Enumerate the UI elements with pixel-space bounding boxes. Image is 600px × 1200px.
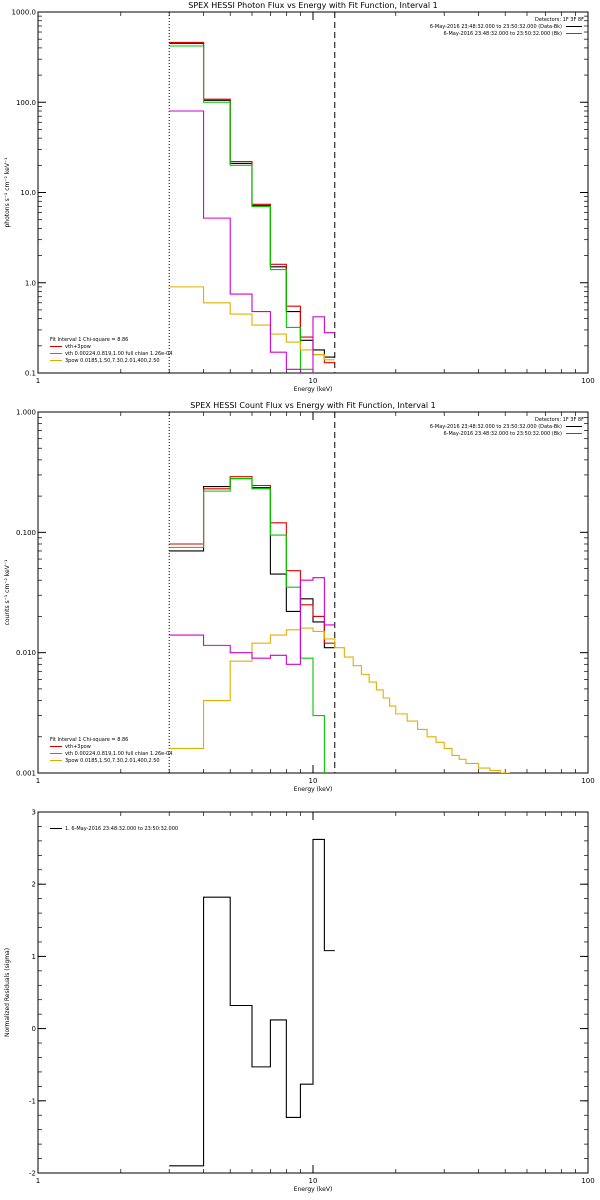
x-tick-label: 100 (581, 1177, 594, 1185)
y-tick-label: 0.1 (25, 370, 36, 378)
series-bk (169, 110, 335, 373)
legend-fit-header: Fit Interval 1 Chi-square = 8.86 (50, 737, 128, 743)
legend-top-entry: 6-May-2016 23:48:32.000 to 23:50:32.000 … (430, 24, 562, 30)
legend-detectors: Detectors: 1F 3F 8F (535, 17, 584, 23)
chart-panel-2: SPEX HESSI Count Flux vs Energy with Fit… (4, 401, 595, 793)
x-tick-label: 1 (36, 777, 40, 785)
series-group (169, 838, 335, 1167)
x-axis-label: Energy (keV) (294, 786, 333, 793)
series-data-bk (169, 42, 335, 358)
x-axis-label: Energy (keV) (294, 386, 333, 393)
series-vth (169, 45, 314, 373)
chart-panel-3: Energy (keV) Normalized Residuals (sigma)… (4, 809, 595, 1194)
y-tick-label: -2 (29, 1170, 36, 1178)
y-axis-label: photons s⁻¹ cm⁻² keV⁻¹ (4, 157, 11, 228)
y-tick-label: 10.0 (20, 189, 36, 197)
legend-fit-header: Fit Interval 1 Chi-square = 8.86 (50, 337, 128, 343)
x-tick-label: 100 (581, 777, 594, 785)
x-tick-label: 10 (309, 377, 318, 385)
series-1-6-may-2016-23-48-32-000-to-23-50-32-000 (169, 838, 335, 1167)
y-tick-label: 1000.0 (12, 9, 37, 17)
y-tick-label: 0 (32, 1025, 36, 1033)
series-bk (169, 577, 335, 665)
legend-fit-entry: vth+3pow (65, 744, 91, 750)
legend-detectors: Detectors: 1F 3F 8F (535, 417, 584, 423)
y-axis-label: Normalized Residuals (sigma) (4, 948, 11, 1037)
plot-frame (37, 411, 589, 774)
y-tick-label: 1.0 (25, 279, 36, 287)
chart-panel-1: SPEX HESSI Photon Flux vs Energy with Fi… (4, 1, 595, 393)
y-tick-label: 3 (32, 809, 36, 817)
series-vth-3pow (169, 476, 335, 644)
legend-fit-entry: 3pow 0.0185,1.50,7.30,2.01,400,2.50 (65, 758, 160, 764)
x-tick-label: 100 (581, 377, 594, 385)
x-tick-label: 10 (309, 777, 318, 785)
legend-fit-entry: vth+3pow (65, 344, 91, 350)
x-tick-label: 10 (309, 1177, 318, 1185)
legend-top-entry: 6-May-2016 23:48:32.000 to 23:50:32.000 … (443, 431, 562, 437)
series-group (169, 476, 510, 773)
y-tick-label: 1 (32, 953, 36, 961)
y-axis-label: counts s⁻¹ cm⁻² keV⁻¹ (4, 559, 11, 625)
y-tick-label: 1.000 (16, 409, 36, 417)
legend-top-entry: 6-May-2016 23:48:32.000 to 23:50:32.000 … (443, 31, 562, 37)
series-data-bk (169, 477, 335, 649)
y-tick-label: 0.010 (16, 649, 36, 657)
y-tick-label: 100.0 (16, 99, 36, 107)
x-tick-label: 1 (36, 377, 40, 385)
x-axis-label: Energy (keV) (294, 1186, 333, 1193)
legend-residual-entry: 1. 6-May-2016 23:48:32.000 to 23:50:32.0… (65, 826, 178, 832)
chart-title: SPEX HESSI Photon Flux vs Energy with Fi… (188, 1, 438, 10)
x-tick-label: 1 (36, 1177, 40, 1185)
series-group (169, 41, 335, 373)
chart-title: SPEX HESSI Count Flux vs Energy with Fit… (190, 401, 435, 410)
legend-fit-entry: vth 0.00224,0.819,1.00 full chian 1.26e-… (65, 751, 172, 757)
series-3pow (169, 286, 335, 361)
legend-top-entry: 6-May-2016 23:48:32.000 to 23:50:32.000 … (430, 424, 562, 430)
legend-fit-entry: 3pow 0.0185,1.50,7.30,2.01,400,2.50 (65, 358, 160, 364)
series-3pow (169, 627, 510, 773)
y-tick-label: 0.100 (16, 529, 36, 537)
series-vth (169, 477, 325, 773)
legend-fit-entry: vth 0.00224,0.819,1.00 full chian 1.26e-… (65, 351, 172, 357)
y-tick-label: -1 (29, 1097, 36, 1105)
y-tick-label: 2 (32, 881, 36, 889)
y-tick-label: 0.001 (16, 770, 36, 778)
